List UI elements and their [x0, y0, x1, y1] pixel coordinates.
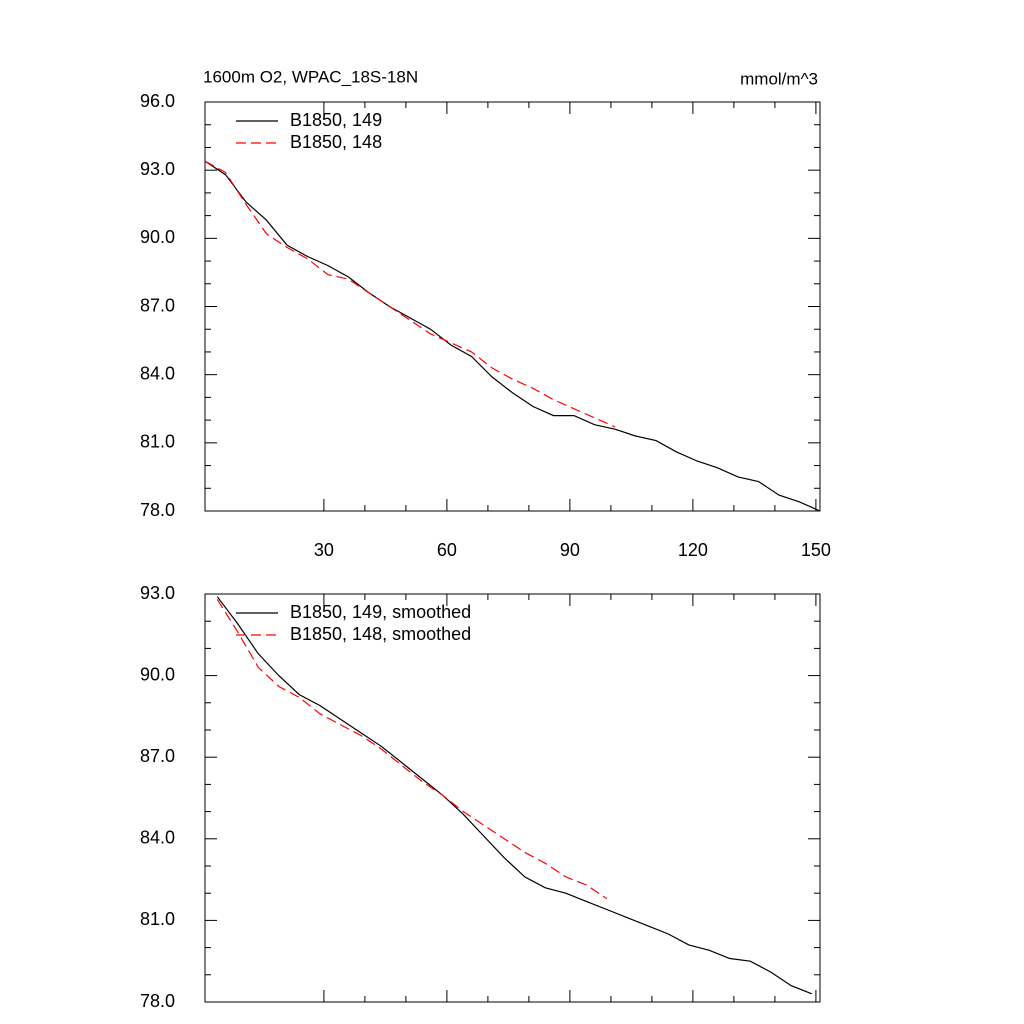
x-tick-label: 90 — [560, 540, 580, 560]
plot-frame — [204, 593, 821, 1003]
x-tick-label: 120 — [678, 540, 708, 560]
x-tick-label: 60 — [437, 540, 457, 560]
y-tick-label: 87.0 — [140, 746, 175, 766]
legend-label: B1850, 148, smoothed — [290, 624, 471, 644]
y-tick-label: 84.0 — [140, 828, 175, 848]
legend-label: B1850, 149 — [290, 110, 382, 130]
chart-title: 1600m O2, WPAC_18S-18N — [203, 67, 418, 86]
series-line — [216, 599, 608, 900]
y-tick-label: 84.0 — [140, 363, 175, 383]
y-tick-label: 78.0 — [140, 500, 175, 520]
units-label: mmol/m^3 — [740, 69, 818, 88]
y-tick-label: 87.0 — [140, 295, 175, 315]
y-tick-label: 78.0 — [140, 991, 175, 1011]
y-tick-label: 81.0 — [140, 909, 175, 929]
y-tick-label: 90.0 — [140, 664, 175, 684]
series-line — [204, 160, 821, 512]
y-tick-label: 93.0 — [140, 583, 175, 603]
y-tick-label: 96.0 — [140, 91, 175, 111]
x-tick-label: 30 — [314, 540, 334, 560]
legend-label: B1850, 148 — [290, 132, 382, 152]
y-tick-label: 90.0 — [140, 227, 175, 247]
legend-label: B1850, 149, smoothed — [290, 602, 471, 622]
x-tick-label: 150 — [801, 540, 831, 560]
y-tick-label: 93.0 — [140, 159, 175, 179]
series-line — [204, 160, 616, 428]
series-line — [216, 596, 813, 995]
y-tick-label: 81.0 — [140, 432, 175, 452]
plot-frame — [204, 101, 821, 512]
